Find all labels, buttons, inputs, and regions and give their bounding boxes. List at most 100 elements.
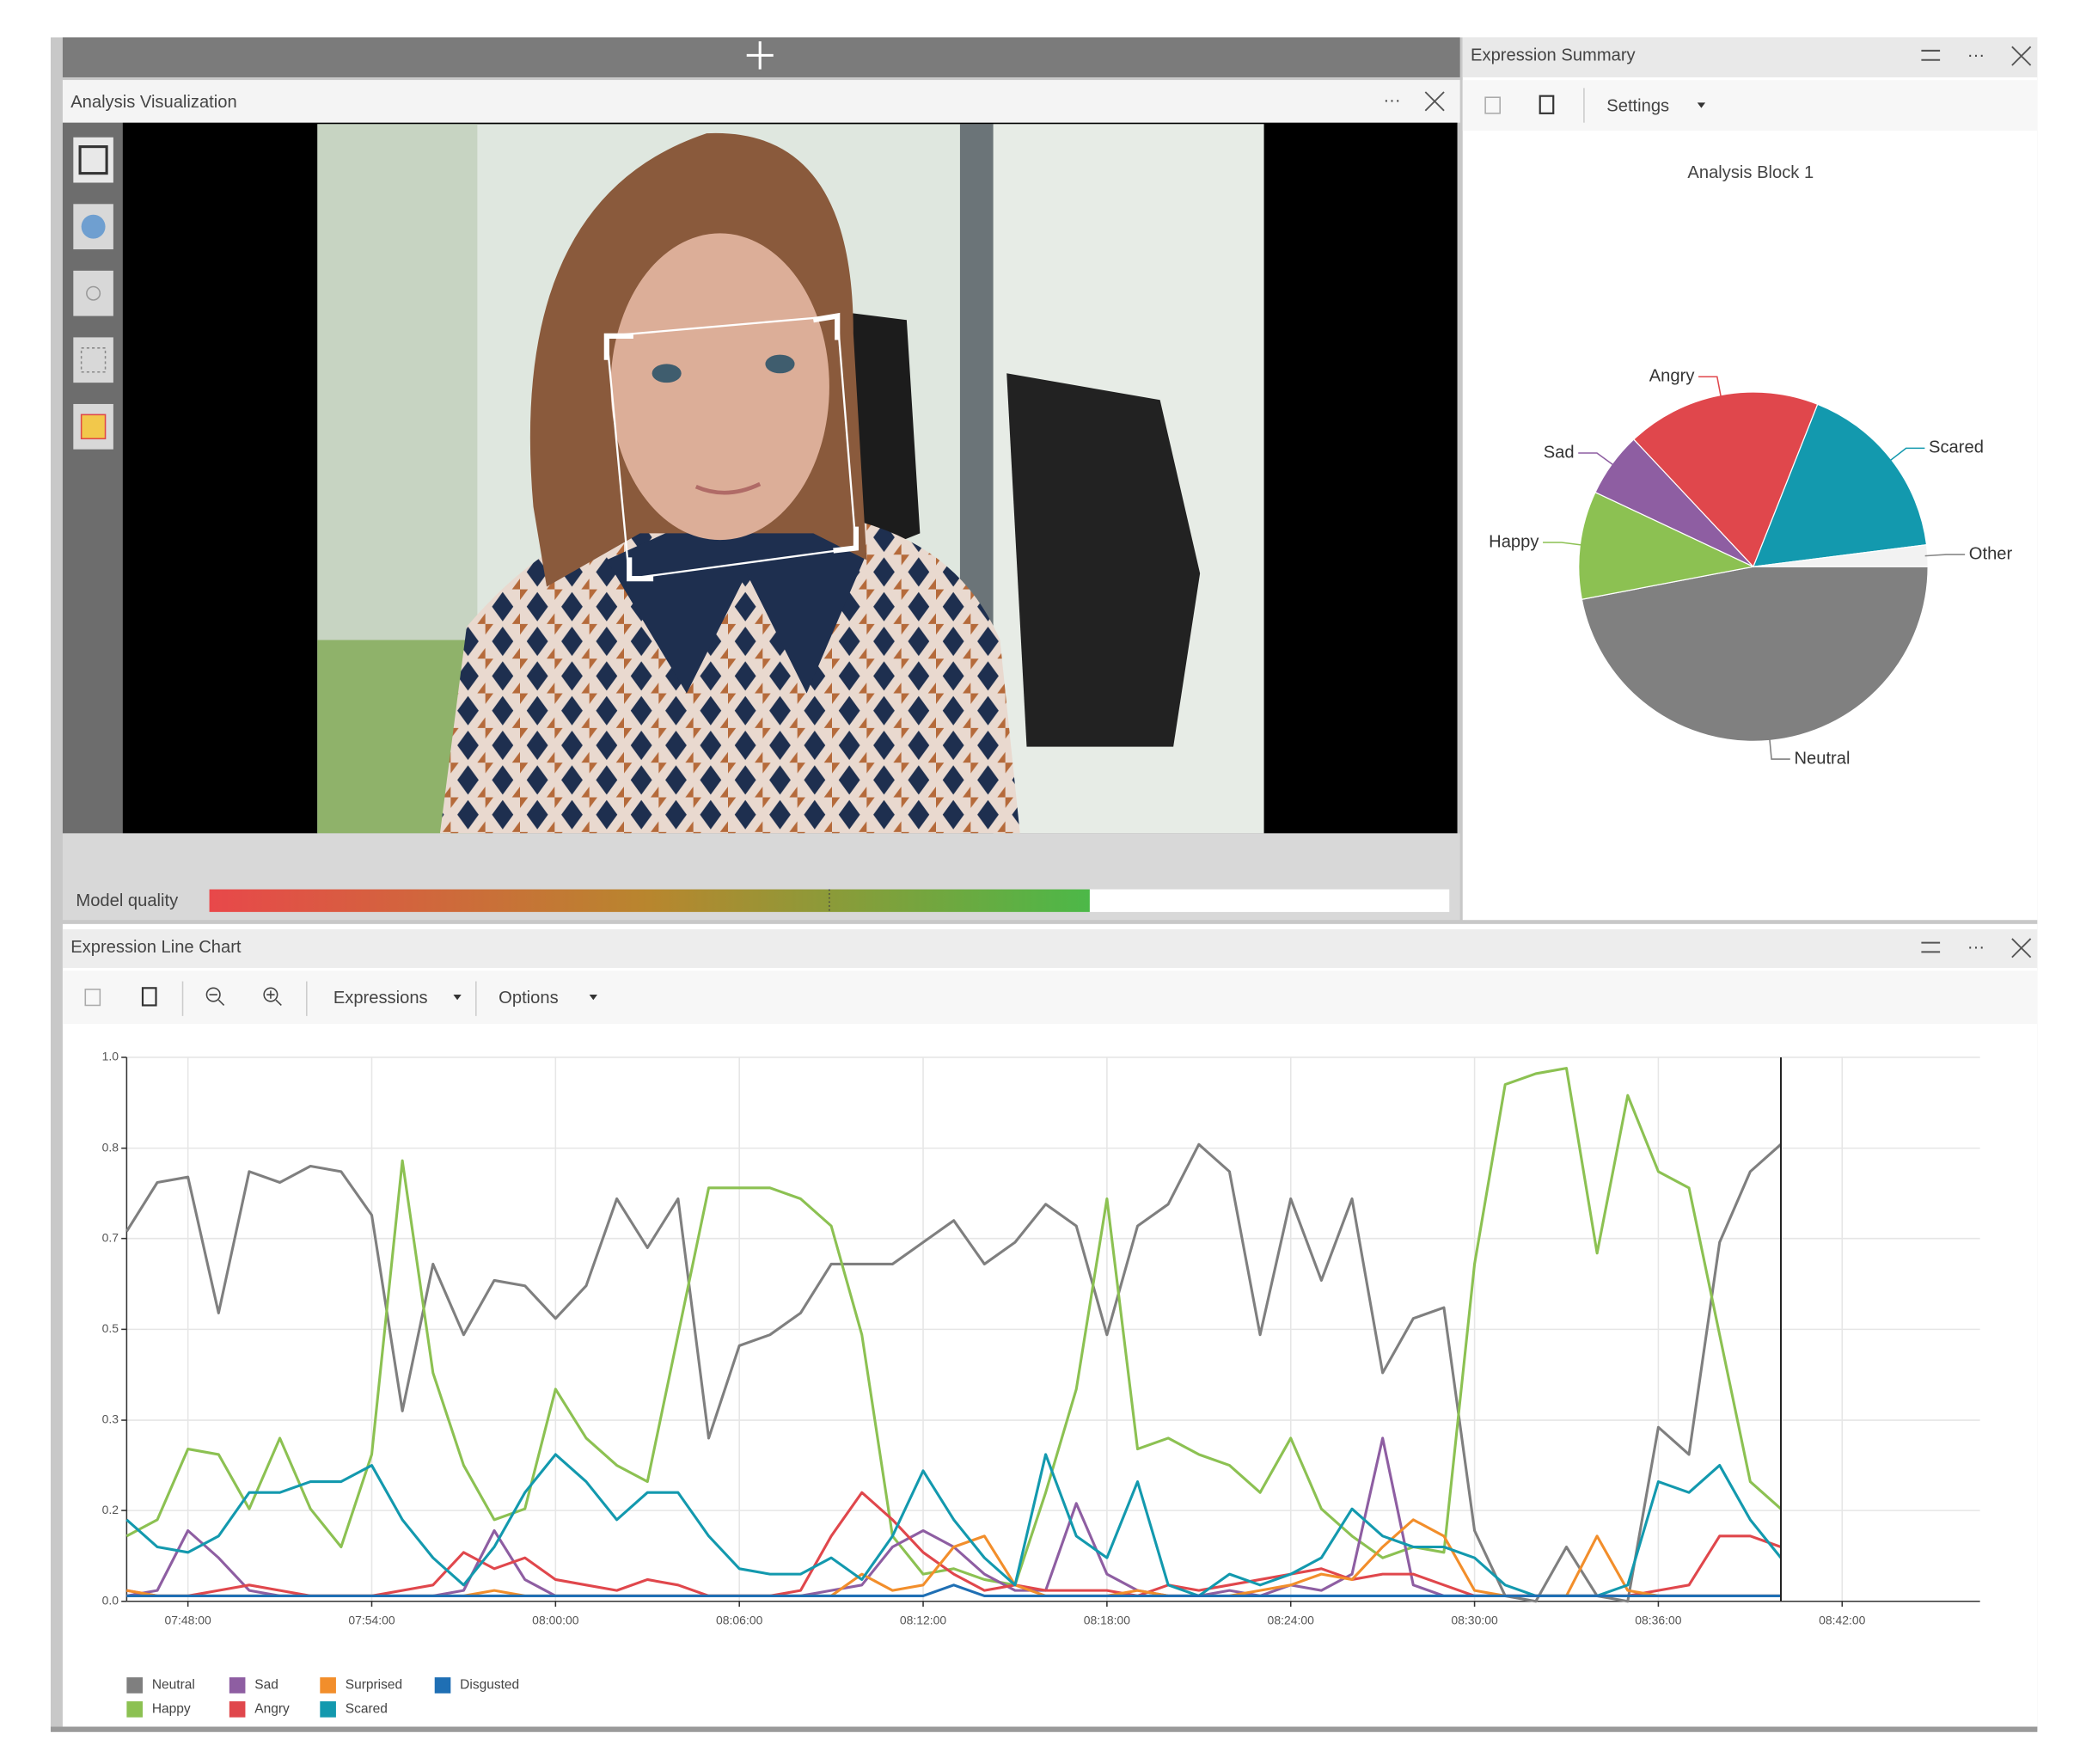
toolbar (1462, 80, 2038, 131)
expressions-menu[interactable]: Expressions (333, 989, 428, 1008)
dock-plus[interactable] (746, 41, 774, 70)
quality-label: Model quality (76, 891, 179, 910)
x-tick-label: 08:30:00 (1451, 1614, 1498, 1627)
y-tick-label: 0.2 (102, 1503, 119, 1516)
eye (765, 354, 795, 374)
legend-swatch (126, 1701, 143, 1718)
x-tick-label: 08:36:00 (1635, 1614, 1682, 1627)
panel-header (62, 929, 2038, 969)
legend-swatch (434, 1677, 451, 1694)
pie-label: Scared (1929, 438, 1984, 457)
legend-label: Sad (254, 1678, 278, 1693)
line-chart: 0.0 0.2 0.3 0.5 0.7 0.8 1.0 07:48:00 07:54:00 08:… (102, 1050, 1980, 1718)
chart-title: Analysis Block 1 (1687, 163, 1814, 182)
face (610, 233, 829, 541)
legend-swatch (229, 1701, 246, 1718)
y-tick-label: 0.7 (102, 1230, 119, 1244)
panel-title: Expression Line Chart (70, 938, 242, 957)
pie-leader (1698, 376, 1722, 398)
x-tick-label: 08:18:00 (1084, 1614, 1131, 1627)
x-tick-label: 08:00:00 (532, 1614, 579, 1627)
more-button[interactable]: ··· (1383, 91, 1400, 110)
tool-button[interactable] (73, 337, 113, 383)
legend-swatch (229, 1677, 246, 1694)
menu-button[interactable] (1921, 941, 1941, 953)
eye (652, 364, 682, 383)
settings-menu[interactable]: Settings (1606, 96, 1669, 115)
legend-swatch (320, 1701, 336, 1718)
pie-chart: Neutral Happy Sad Angry Scared Other (1489, 367, 2012, 769)
series-line (125, 1453, 1783, 1597)
pie-leader (1768, 738, 1790, 760)
y-tick-label: 0.8 (102, 1140, 119, 1154)
pie-label: Happy (1489, 532, 1539, 551)
quality-bar (209, 889, 1090, 912)
pie-label: Neutral (1794, 749, 1850, 768)
series-line (125, 1067, 1783, 1587)
pie-label: Angry (1649, 367, 1696, 386)
more-button[interactable]: ··· (1967, 938, 1985, 957)
series-line (126, 1583, 1781, 1597)
tool-icon (80, 347, 107, 373)
chair (1006, 373, 1201, 747)
y-tick-label: 1.0 (102, 1050, 119, 1063)
pie-leader (1578, 452, 1615, 467)
x-tick-label: 08:24:00 (1268, 1614, 1315, 1627)
save-icon[interactable] (84, 989, 101, 1007)
panel-header (62, 80, 1460, 123)
pie-label: Other (1969, 544, 2013, 563)
face-box-outline (605, 315, 858, 580)
bottom-border (50, 1726, 2038, 1732)
x-tick-label: 08:42:00 (1819, 1614, 1866, 1627)
dropdown-arrow (589, 995, 597, 1001)
options-menu[interactable]: Options (499, 989, 558, 1008)
close-button[interactable] (2011, 938, 2032, 959)
camera-image (317, 124, 1264, 834)
y-tick-label: 0.3 (102, 1412, 119, 1426)
pie-leader (1888, 447, 1925, 462)
legend-swatch (320, 1677, 336, 1694)
tool-icon (86, 285, 101, 301)
y-tick-label: 0.0 (102, 1593, 119, 1607)
toolbar (62, 971, 2038, 1025)
close-button[interactable] (2011, 46, 2032, 66)
x-tick-label: 08:06:00 (716, 1614, 763, 1627)
x-tick-label: 07:54:00 (348, 1614, 395, 1627)
tool-icon (81, 214, 106, 239)
pie-leader (1543, 542, 1583, 546)
pie-leader (1924, 554, 1966, 557)
more-button[interactable]: ··· (1967, 46, 1985, 64)
y-tick-label: 0.5 (102, 1321, 119, 1335)
legend-label: Disgusted (460, 1678, 519, 1693)
tool-icon (78, 145, 108, 175)
copy-icon[interactable] (141, 987, 157, 1007)
legend-swatch (126, 1677, 143, 1694)
close-button[interactable] (1424, 91, 1445, 112)
menu-button[interactable] (1921, 49, 1941, 61)
legend-label: Happy (152, 1702, 191, 1717)
side-tools (73, 137, 113, 450)
copy-icon[interactable] (1539, 95, 1555, 114)
dropdown-arrow (453, 995, 462, 1001)
panel-title: Analysis Visualization (70, 93, 236, 112)
x-tick-label: 07:48:00 (164, 1614, 211, 1627)
legend-label: Surprised (346, 1678, 402, 1693)
tool-icon (80, 413, 107, 440)
legend-label: Neutral (152, 1678, 195, 1693)
save-icon[interactable] (1484, 96, 1501, 114)
tool-button[interactable] (73, 270, 113, 316)
zoom-in[interactable] (263, 987, 282, 1007)
dropdown-arrow (1697, 102, 1706, 108)
mouth (694, 481, 762, 495)
panel-title: Expression Summary (1471, 46, 1636, 64)
shirt (439, 519, 1020, 834)
panel-header (1462, 37, 2038, 77)
zoom-out[interactable] (205, 987, 225, 1007)
line-panel (62, 923, 2038, 1727)
legend-label: Angry (254, 1702, 290, 1717)
collar (606, 526, 867, 694)
pie-label: Sad (1544, 443, 1575, 462)
x-tick-label: 08:12:00 (900, 1614, 947, 1627)
